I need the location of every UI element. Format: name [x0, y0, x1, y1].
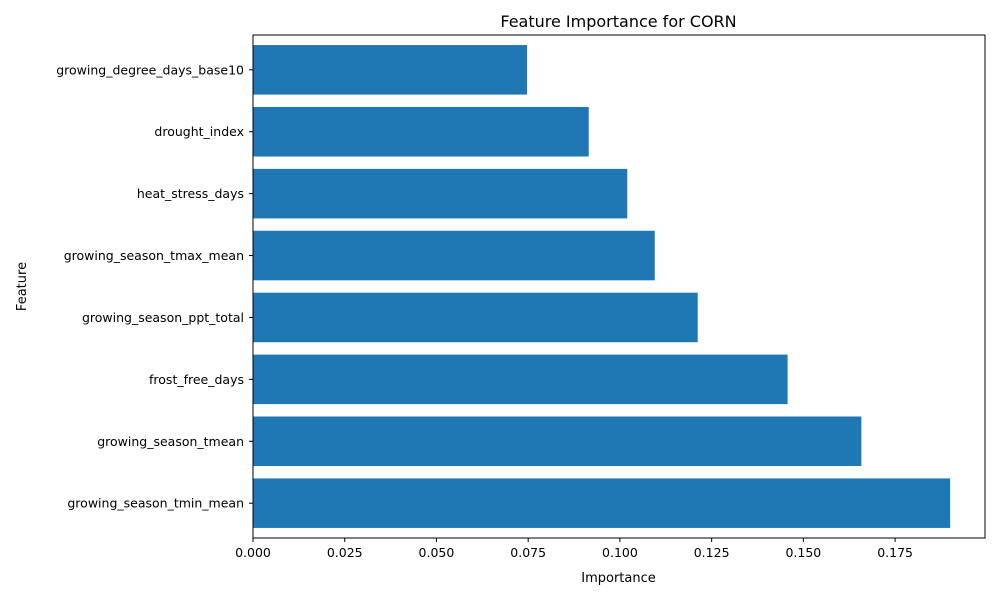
y-tick-label: growing_season_tmax_mean	[64, 248, 244, 263]
bar-frost-free-days	[253, 354, 788, 405]
x-tick-label: 0.175	[877, 545, 913, 560]
bar-growing-season-tmin-mean	[253, 478, 951, 528]
y-tick-label: growing_season_tmean	[97, 434, 244, 449]
x-tick-label: 0.100	[602, 545, 638, 560]
bar-growing-season-tmean	[253, 416, 862, 467]
y-tick-label: growing_degree_days_base10	[56, 62, 244, 77]
x-tick-label: 0.050	[419, 545, 455, 560]
y-tick-label: growing_season_ppt_total	[82, 310, 244, 325]
x-axis-ticks: 0.000 0.025 0.050 0.075 0.100 0.125 0.150 0.175	[235, 538, 913, 560]
y-tick-label: frost_free_days	[149, 372, 244, 387]
y-axis-ticks: growing_season_tmin_mean growing_season_t…	[56, 62, 253, 511]
x-tick-label: 0.125	[694, 545, 730, 560]
x-tick-label: 0.075	[510, 545, 546, 560]
y-tick-label: growing_season_tmin_mean	[67, 496, 244, 511]
bars-group	[253, 45, 951, 528]
x-tick-label: 0.025	[327, 545, 363, 560]
bar-heat-stress-days	[253, 168, 628, 219]
x-axis-label: Importance	[581, 571, 656, 586]
x-tick-label: 0.000	[235, 545, 271, 560]
chart-title: Feature Importance for CORN	[500, 12, 736, 31]
y-tick-label: drought_index	[154, 124, 244, 139]
x-tick-label: 0.150	[785, 545, 821, 560]
bar-growing-degree-days-base10	[253, 45, 528, 95]
bar-growing-season-ppt-total	[253, 292, 698, 343]
plot-frame	[252, 34, 986, 539]
bar-growing-season-tmax-mean	[253, 230, 655, 281]
y-axis-label: Feature	[15, 262, 30, 311]
y-tick-label: heat_stress_days	[137, 186, 244, 201]
bar-drought-index	[253, 106, 589, 157]
